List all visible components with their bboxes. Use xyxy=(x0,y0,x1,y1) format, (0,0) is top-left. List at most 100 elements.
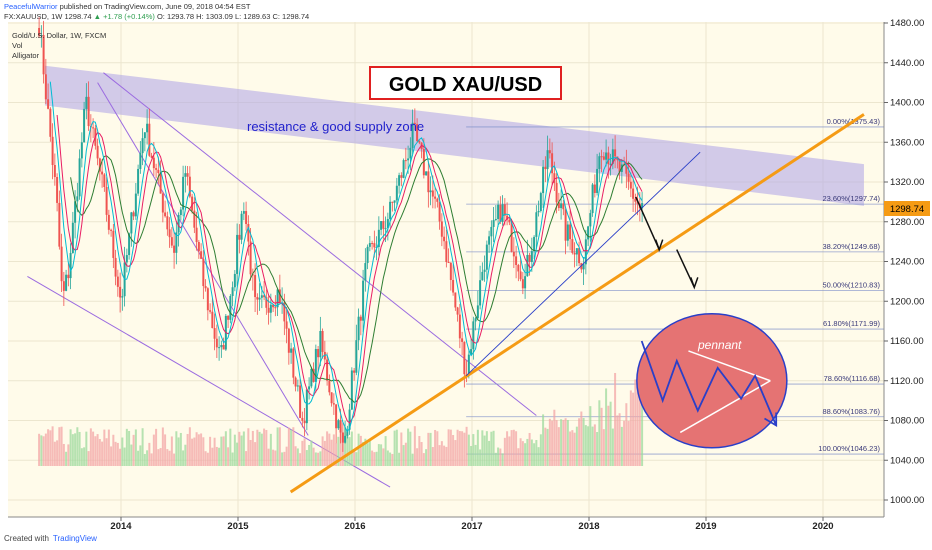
volume-bar xyxy=(337,436,340,466)
candle-body xyxy=(157,169,160,174)
candle-body xyxy=(339,420,342,433)
volume-bar xyxy=(132,434,135,466)
candle-body xyxy=(323,351,326,360)
ohlc-values: O: 1293.78 H: 1303.09 L: 1289.63 C: 1298… xyxy=(156,12,310,21)
footer-brand[interactable]: TradingView xyxy=(52,534,97,543)
volume-bar xyxy=(602,429,605,466)
volume-bar xyxy=(409,431,412,466)
volume-bar xyxy=(402,445,405,466)
volume-bar xyxy=(76,427,79,466)
volume-bar xyxy=(501,453,504,466)
volume-bar xyxy=(353,449,356,466)
candle-body xyxy=(164,212,167,217)
volume-bar xyxy=(110,446,113,466)
pennant-upper-line xyxy=(688,350,771,382)
candle-body xyxy=(344,435,347,443)
candle-body xyxy=(404,160,407,162)
candle-body xyxy=(215,338,218,348)
volume-bar xyxy=(546,428,549,466)
candle-body xyxy=(346,429,349,436)
volume-bar xyxy=(251,430,254,466)
candle-body xyxy=(161,193,164,213)
candle-body xyxy=(308,386,311,390)
candle-body xyxy=(128,233,131,256)
candle-body xyxy=(170,237,173,246)
price-tick-label: 1120.00 xyxy=(890,376,924,387)
volume-bar xyxy=(152,434,155,466)
volume-bar xyxy=(78,431,81,466)
volume-bar xyxy=(431,447,434,466)
pennant-arrow-head xyxy=(764,412,778,428)
price-tick-label: 1400.00 xyxy=(890,98,924,109)
candle-body xyxy=(125,255,128,263)
volume-bar xyxy=(515,431,518,466)
volume-bar xyxy=(211,447,214,466)
volume-bar xyxy=(382,448,385,466)
volume-bar xyxy=(96,434,99,466)
volume-bar xyxy=(69,429,72,466)
volume-bar xyxy=(398,452,401,466)
candle-body xyxy=(542,166,545,194)
volume-bar xyxy=(553,409,556,466)
volume-bar xyxy=(294,446,297,466)
pennant-zigzag xyxy=(640,340,778,426)
candle-body xyxy=(83,108,86,143)
volume-bar xyxy=(40,435,43,466)
volume-bar xyxy=(87,451,90,466)
volume-bar xyxy=(521,441,524,466)
candle-body xyxy=(634,198,637,202)
candle-body xyxy=(220,345,223,348)
candle-body xyxy=(600,156,603,158)
fib-level-label: 61.80%(1171.99) xyxy=(823,319,880,328)
candle-body xyxy=(204,286,207,289)
candle-body xyxy=(508,219,511,223)
candle-body xyxy=(569,224,572,240)
volume-bar xyxy=(355,452,358,466)
candle-body xyxy=(458,314,461,339)
volume-bar xyxy=(254,442,257,466)
candle-body xyxy=(618,160,621,172)
alligator-line-lips xyxy=(49,81,643,433)
candle-body xyxy=(407,158,410,161)
volume-bar xyxy=(49,430,52,466)
fib-level-label: 38.20%(1249.68) xyxy=(822,242,880,251)
candle-body xyxy=(575,248,578,255)
candle-body xyxy=(290,348,293,353)
publisher-name[interactable]: PeacefulWarrior xyxy=(4,2,58,11)
candle-body xyxy=(139,153,142,169)
volume-bar xyxy=(303,438,306,466)
candle-body xyxy=(510,222,513,252)
volume-bar xyxy=(263,428,266,466)
candle-body xyxy=(42,35,45,75)
volume-bar xyxy=(317,452,320,466)
candle-body xyxy=(301,417,304,421)
candle-body xyxy=(159,173,162,194)
volume-bar xyxy=(200,433,203,466)
time-tick-label: 2018 xyxy=(578,521,599,532)
price-tick-label: 1240.00 xyxy=(890,257,924,268)
pennant-lower-line xyxy=(679,380,771,434)
volume-bar xyxy=(614,372,617,466)
price-tick-label: 1080.00 xyxy=(890,416,924,427)
volume-bar xyxy=(326,431,329,466)
candle-body xyxy=(269,304,272,313)
zone-annotation: resistance & good supply zone xyxy=(247,119,424,134)
price-tick-label: 1040.00 xyxy=(890,455,924,466)
volume-bar xyxy=(305,450,308,466)
candle-body xyxy=(206,288,209,311)
volume-bar xyxy=(359,435,362,466)
candle-body xyxy=(238,234,241,240)
candle-body xyxy=(564,209,567,241)
candle-body xyxy=(337,420,340,429)
volume-bar xyxy=(371,450,374,466)
volume-bar xyxy=(452,435,455,466)
candle-body xyxy=(134,193,137,217)
candle-body xyxy=(314,349,317,382)
header-line-2: FX:XAUUSD, 1W 1298.74 ▲ +1.78 (+0.14%) O… xyxy=(4,12,309,21)
candle-body xyxy=(391,201,394,203)
volume-bar xyxy=(65,451,68,466)
candlesticks xyxy=(38,17,644,452)
candle-body xyxy=(445,241,448,263)
candle-body xyxy=(434,196,437,199)
